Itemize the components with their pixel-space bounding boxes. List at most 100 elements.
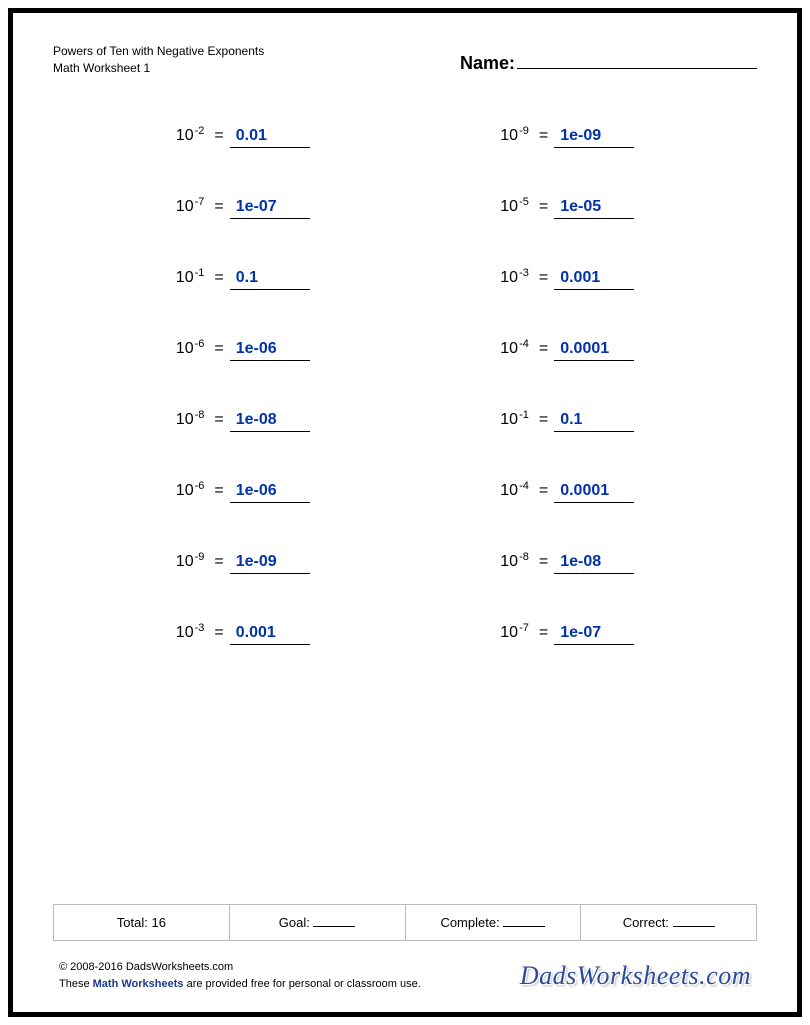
exponent: -1 <box>519 409 529 421</box>
exponent: -7 <box>195 196 205 208</box>
problem: 10-1 = 0.1 <box>417 411 717 432</box>
total-cell: Total: 16 <box>54 905 230 940</box>
problems-grid: 10-2=0.0110-9=1e-0910-7=1e-0710-5=1e-051… <box>53 127 757 904</box>
copyright-line1: © 2008-2016 DadsWorksheets.com <box>59 959 421 976</box>
equals-sign: = <box>214 624 223 642</box>
answer: 1e-09 <box>230 553 310 574</box>
base: 10 <box>176 553 194 571</box>
answer: 0.1 <box>554 411 634 432</box>
answer: 0.01 <box>230 127 310 148</box>
correct-blank[interactable] <box>673 915 715 927</box>
answer: 1e-05 <box>554 198 634 219</box>
base: 10 <box>176 198 194 216</box>
problem: 10-5 = 1e-05 <box>417 198 717 219</box>
answer: 1e-07 <box>230 198 310 219</box>
name-field: Name: <box>460 51 757 74</box>
equals-sign: = <box>539 127 548 145</box>
copyright-line2-b: Math Worksheets <box>93 978 184 990</box>
answer: 0.1 <box>230 269 310 290</box>
equals-sign: = <box>214 269 223 287</box>
base: 10 <box>500 553 518 571</box>
problem-row: 10-2=0.0110-9=1e-09 <box>93 127 717 148</box>
copyright-line2: These Math Worksheets are provided free … <box>59 976 421 993</box>
problem: 10-2=0.01 <box>93 127 393 148</box>
problem: 10-7=1e-07 <box>417 624 717 645</box>
equals-sign: = <box>214 482 223 500</box>
base: 10 <box>500 198 518 216</box>
name-blank-line[interactable] <box>517 51 757 69</box>
base: 10 <box>500 269 518 287</box>
exponent: -4 <box>519 480 529 492</box>
answer: 1e-08 <box>230 411 310 432</box>
exponent: -6 <box>195 480 205 492</box>
equals-sign: = <box>214 198 223 216</box>
equals-sign: = <box>214 340 223 358</box>
problem-row: 10-8=1e-0810-1=0.1 <box>93 411 717 432</box>
answer: 1e-09 <box>554 127 634 148</box>
exponent: -3 <box>195 622 205 634</box>
worksheet-page: Powers of Ten with Negative Exponents Ma… <box>8 8 802 1017</box>
equals-sign: = <box>214 411 223 429</box>
problem: 10-1 = 0.1 <box>93 269 393 290</box>
complete-cell: Complete: <box>406 905 582 940</box>
exponent: -9 <box>519 125 529 137</box>
problem: 10-8=1e-08 <box>417 553 717 574</box>
problem-row: 10-6=1e-0610-4=0.0001 <box>93 340 717 361</box>
exponent: -5 <box>519 196 529 208</box>
equals-sign: = <box>539 340 548 358</box>
exponent: -6 <box>195 338 205 350</box>
problem: 10-6 = 1e-06 <box>93 340 393 361</box>
title-line-2: Math Worksheet 1 <box>53 60 264 77</box>
base: 10 <box>500 624 518 642</box>
title-block: Powers of Ten with Negative Exponents Ma… <box>53 43 264 77</box>
base: 10 <box>176 127 194 145</box>
equals-sign: = <box>539 198 548 216</box>
copyright-line2-a: These <box>59 978 90 990</box>
base: 10 <box>176 624 194 642</box>
copyright-text: © 2008-2016 DadsWorksheets.com These Mat… <box>59 959 421 992</box>
copyright-line2-c: are provided free for personal or classr… <box>187 978 421 990</box>
problem-row: 10-7=1e-0710-5=1e-05 <box>93 198 717 219</box>
header: Powers of Ten with Negative Exponents Ma… <box>53 43 757 77</box>
base: 10 <box>500 482 518 500</box>
equals-sign: = <box>539 482 548 500</box>
equals-sign: = <box>214 127 223 145</box>
problem: 10-9 = 1e-09 <box>93 553 393 574</box>
equals-sign: = <box>539 553 548 571</box>
equals-sign: = <box>214 553 223 571</box>
problem-row: 10-9=1e-0910-8=1e-08 <box>93 553 717 574</box>
exponent: -8 <box>195 409 205 421</box>
problem: 10-9=1e-09 <box>417 127 717 148</box>
exponent: -7 <box>519 622 529 634</box>
problem: 10-3=0.001 <box>417 269 717 290</box>
correct-cell: Correct: <box>581 905 756 940</box>
complete-blank[interactable] <box>503 915 545 927</box>
problem: 10-3 = 0.001 <box>93 624 393 645</box>
base: 10 <box>176 269 194 287</box>
base: 10 <box>500 411 518 429</box>
name-label: Name: <box>460 53 515 74</box>
problem-row: 10-1=0.110-3=0.001 <box>93 269 717 290</box>
copyright-row: © 2008-2016 DadsWorksheets.com These Mat… <box>53 955 757 992</box>
answer: 0.001 <box>230 624 310 645</box>
exponent: -1 <box>195 267 205 279</box>
answer: 0.001 <box>554 269 634 290</box>
answer: 1e-06 <box>230 482 310 503</box>
problem: 10-8 = 1e-08 <box>93 411 393 432</box>
exponent: -3 <box>519 267 529 279</box>
problem-row: 10-6=1e-0610-4=0.0001 <box>93 482 717 503</box>
equals-sign: = <box>539 411 548 429</box>
footer-summary-table: Total: 16 Goal: Complete: Correct: <box>53 904 757 941</box>
answer: 1e-06 <box>230 340 310 361</box>
complete-label: Complete: <box>440 915 499 930</box>
exponent: -8 <box>519 551 529 563</box>
base: 10 <box>176 411 194 429</box>
problem: 10-4=0.0001 <box>417 482 717 503</box>
base: 10 <box>176 340 194 358</box>
goal-label: Goal: <box>279 915 310 930</box>
exponent: -9 <box>195 551 205 563</box>
total-label: Total: 16 <box>117 915 166 930</box>
goal-blank[interactable] <box>313 915 355 927</box>
goal-cell: Goal: <box>230 905 406 940</box>
problem-row: 10-3=0.00110-7=1e-07 <box>93 624 717 645</box>
